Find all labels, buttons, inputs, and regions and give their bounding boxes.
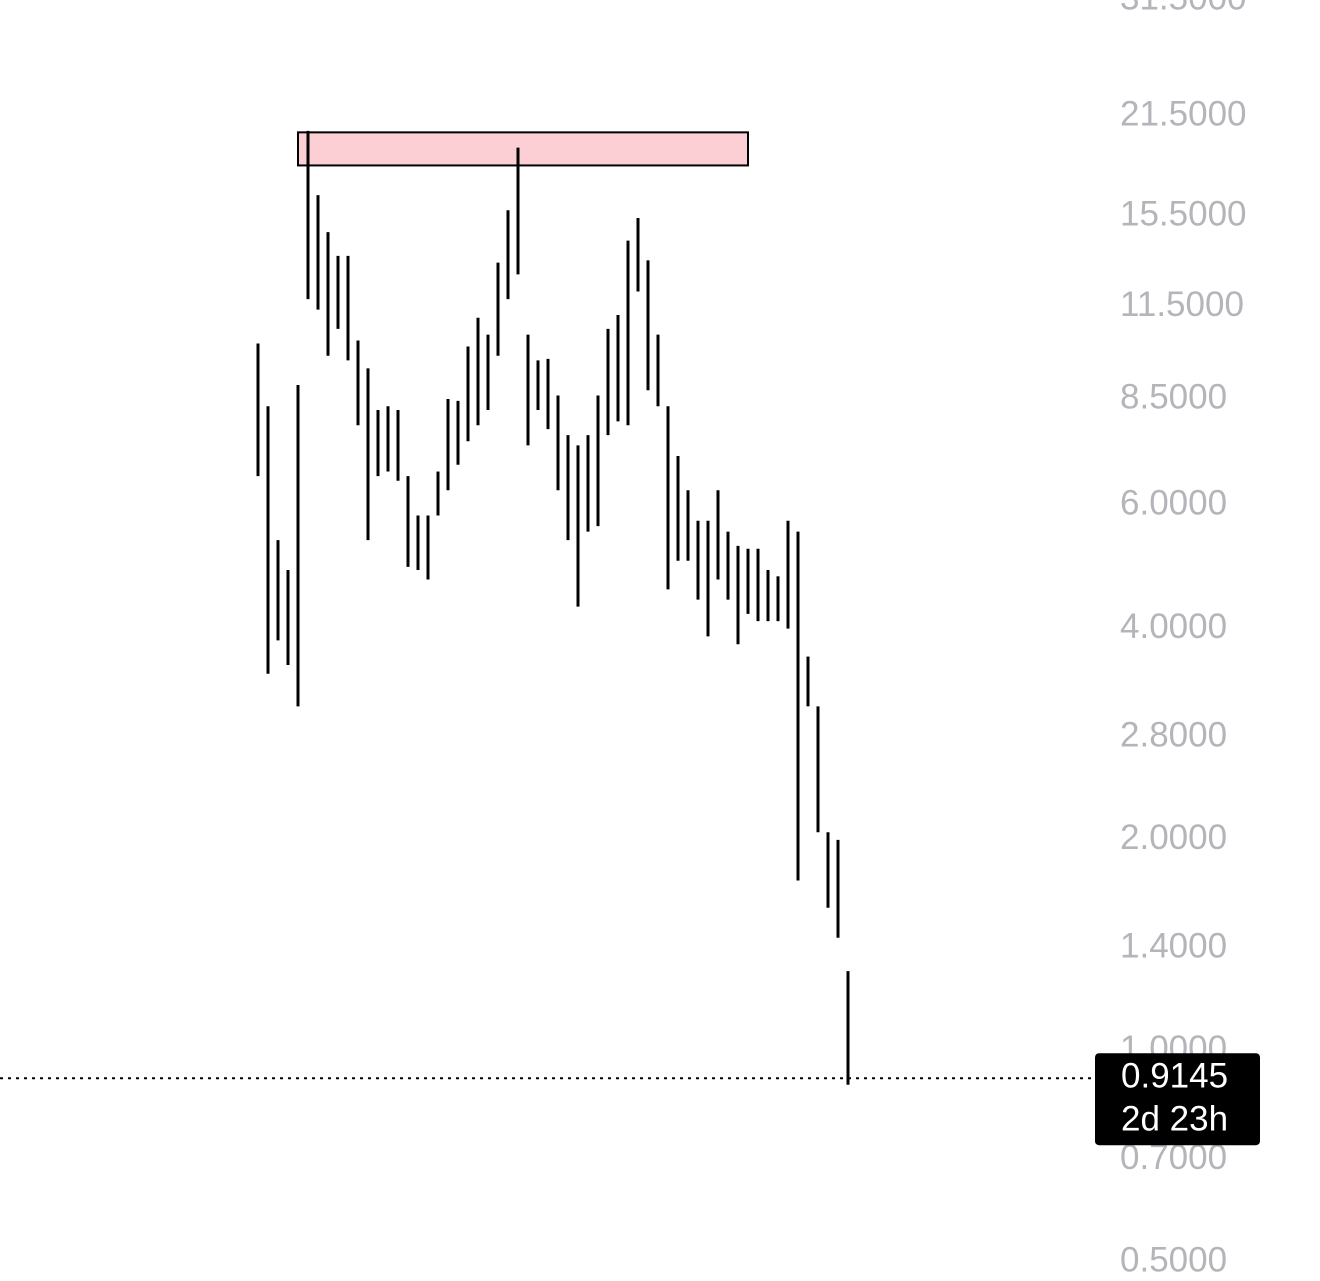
last-price-box bbox=[1095, 1053, 1260, 1146]
y-tick-label: 31.5000 bbox=[1120, 0, 1247, 17]
last-price-label: 0.9145 bbox=[1121, 1056, 1228, 1095]
y-tick-label: 15.5000 bbox=[1120, 194, 1247, 233]
countdown-label: 2d 23h bbox=[1121, 1099, 1228, 1138]
resistance-zone bbox=[297, 131, 749, 167]
y-tick-label: 8.5000 bbox=[1120, 377, 1227, 416]
y-tick-label: 2.0000 bbox=[1120, 818, 1227, 857]
y-tick-label: 1.4000 bbox=[1120, 927, 1227, 966]
y-tick-label: 2.8000 bbox=[1120, 716, 1227, 755]
y-tick-label: 4.0000 bbox=[1120, 607, 1227, 646]
y-tick-label: 11.5000 bbox=[1120, 285, 1244, 324]
y-tick-label: 6.0000 bbox=[1120, 483, 1227, 522]
y-tick-label: 0.5000 bbox=[1120, 1240, 1227, 1279]
y-tick-label: 21.5000 bbox=[1120, 95, 1247, 134]
